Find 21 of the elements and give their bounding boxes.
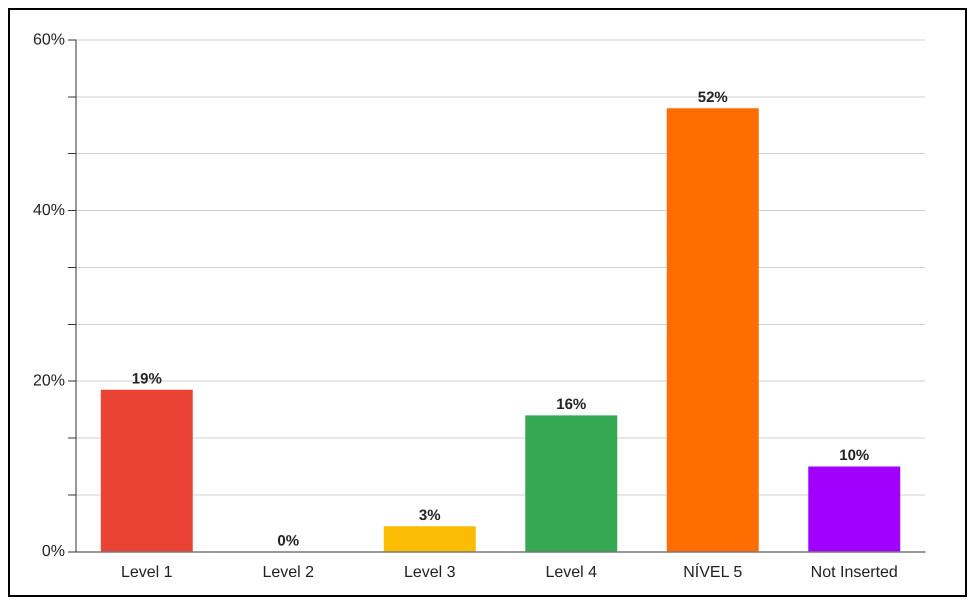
bar	[808, 466, 900, 552]
bar	[525, 415, 618, 552]
x-tick-label: Level 3	[404, 564, 456, 581]
x-tick-label: NÍVEL 5	[683, 562, 742, 581]
y-tick-label: 60%	[32, 31, 66, 48]
data-label: 19%	[132, 370, 162, 388]
data-label: 52%	[698, 88, 728, 106]
data-label: 16%	[556, 396, 586, 413]
y-tick-label: 40%	[32, 202, 66, 220]
y-tick-label: 20%	[32, 372, 66, 390]
x-tick-label: Level 4	[545, 564, 598, 581]
bar	[666, 108, 759, 552]
data-label: 0%	[277, 532, 300, 550]
x-tick-label: Level 2	[262, 564, 314, 581]
x-tick-label: Not Inserted	[810, 564, 898, 581]
bar	[100, 390, 193, 552]
data-label: 3%	[418, 506, 441, 524]
data-label: 10%	[839, 447, 870, 464]
x-tick-label: Level 1	[120, 564, 173, 581]
y-tick-label: 0%	[42, 543, 66, 560]
bar	[384, 526, 476, 552]
